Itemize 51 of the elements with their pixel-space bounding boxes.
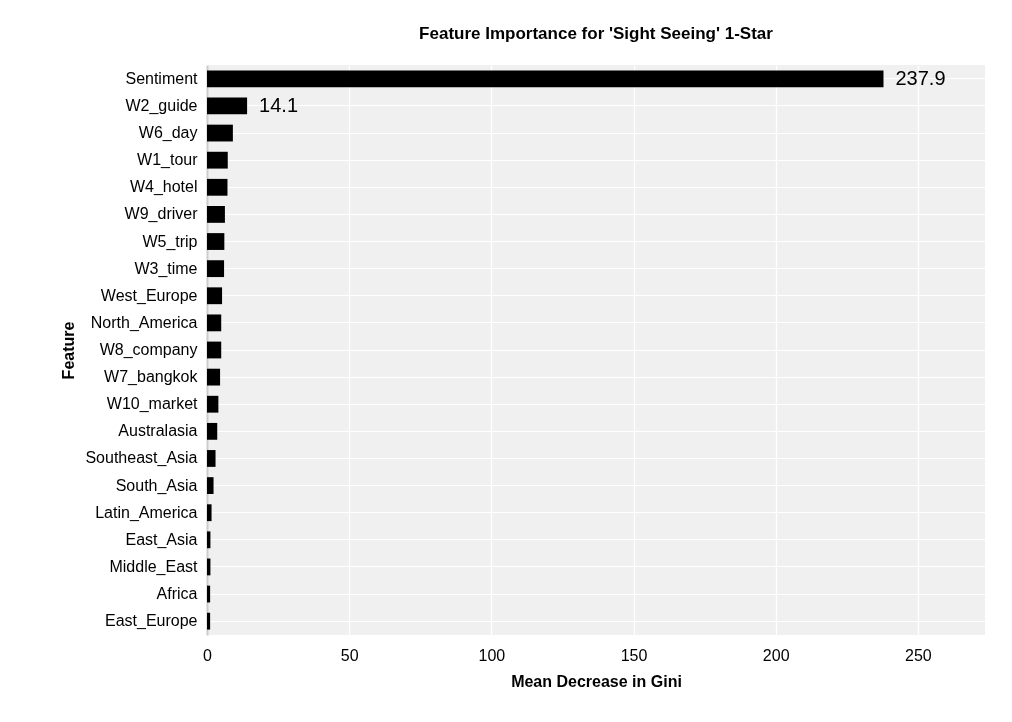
y-tick-label: W9_driver (124, 205, 199, 224)
y-tick-label: Southeast_Asia (85, 449, 198, 468)
bar (207, 504, 212, 522)
bar (207, 314, 222, 332)
y-tick-label: W3_time (134, 259, 198, 278)
bar (207, 395, 219, 413)
x-tick-label: 50 (340, 646, 359, 664)
data-label: 237.9 (895, 66, 946, 89)
y-tick-label: Sentiment (125, 69, 199, 87)
y-tick-label: South_Asia (115, 476, 198, 495)
bar (207, 287, 223, 305)
y-tick-label: W4_hotel (129, 178, 198, 197)
x-axis-title: Mean Decrease in Gini (511, 672, 682, 690)
bar (207, 124, 233, 142)
bar (207, 450, 216, 467)
y-tick-label: W5_trip (142, 232, 198, 251)
y-tick-label: East_Europe (104, 612, 198, 631)
bar (207, 612, 211, 630)
x-tick-label: 150 (620, 646, 648, 664)
y-tick-label: W8_company (99, 341, 198, 359)
bar (207, 477, 214, 494)
y-tick-label: W1_tour (137, 151, 199, 170)
y-tick-label: W10_market (106, 395, 199, 414)
bar (207, 178, 228, 196)
x-tick-label: 250 (905, 646, 932, 664)
bar (207, 151, 228, 169)
bar (207, 341, 222, 359)
chart-title: Feature Importance for 'Sight Seeing' 1-Star (419, 24, 774, 43)
data-label: 14.1 (259, 93, 299, 116)
x-tick-label: 200 (762, 646, 790, 664)
y-tick-label: North_America (90, 313, 198, 332)
y-tick-label: W6_day (138, 124, 198, 143)
bar (207, 206, 225, 223)
x-tick-label: 100 (478, 646, 506, 664)
bar (207, 97, 248, 115)
y-tick-label: Australasia (118, 422, 198, 440)
bar (207, 422, 218, 440)
y-tick-label: Middle_East (109, 557, 199, 576)
y-tick-label: East_Asia (125, 530, 198, 549)
bar (207, 260, 225, 278)
y-tick-label: W2_guide (125, 96, 198, 115)
bar (207, 233, 225, 250)
y-tick-label: W7_bangkok (104, 368, 199, 387)
y-axis-title: Feature (60, 321, 78, 380)
bar (207, 585, 211, 603)
bar (207, 368, 221, 386)
bar (207, 70, 884, 88)
x-tick-label: 0 (203, 646, 213, 664)
y-tick-label: West_Europe (100, 286, 198, 305)
y-tick-label: Africa (156, 585, 198, 603)
y-tick-label: Latin_America (95, 503, 198, 522)
